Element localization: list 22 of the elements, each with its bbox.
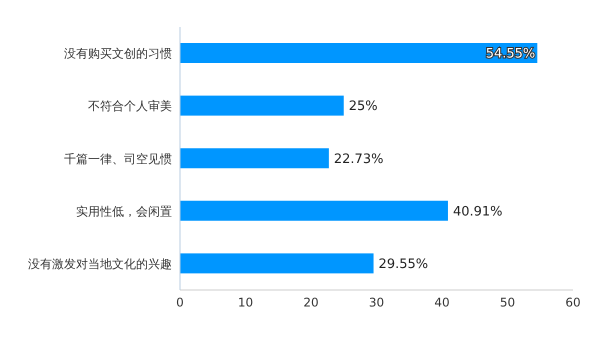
y-tick-label: 没有购买文创的习惯 (64, 46, 172, 61)
data-label: 22.73% (334, 152, 384, 167)
bar (180, 148, 329, 168)
data-label: 40.91% (452, 204, 503, 220)
y-tick-label: 没有激发对当地文化的兴趣 (28, 256, 172, 271)
data-label: 54.55% (486, 46, 536, 62)
x-tick-label: 20 (303, 296, 319, 310)
x-tick-label: 30 (368, 296, 384, 310)
x-tick-label: 40 (434, 296, 450, 310)
bar (180, 43, 538, 63)
x-tick-label: 50 (500, 296, 516, 310)
x-tick-label: 60 (565, 296, 581, 310)
y-tick-label: 不符合个人审美 (88, 99, 172, 114)
y-tick-label: 千篇一律、司空见惯 (64, 152, 172, 166)
bar (180, 253, 374, 274)
bar (180, 96, 344, 116)
y-tick-label: 实用性低，会闲置 (76, 204, 172, 218)
x-tick-label: 0 (176, 296, 184, 310)
data-label: 25% (348, 99, 378, 114)
data-label: 29.55% (378, 256, 428, 272)
x-tick-label: 10 (238, 296, 254, 310)
bar (180, 200, 448, 221)
